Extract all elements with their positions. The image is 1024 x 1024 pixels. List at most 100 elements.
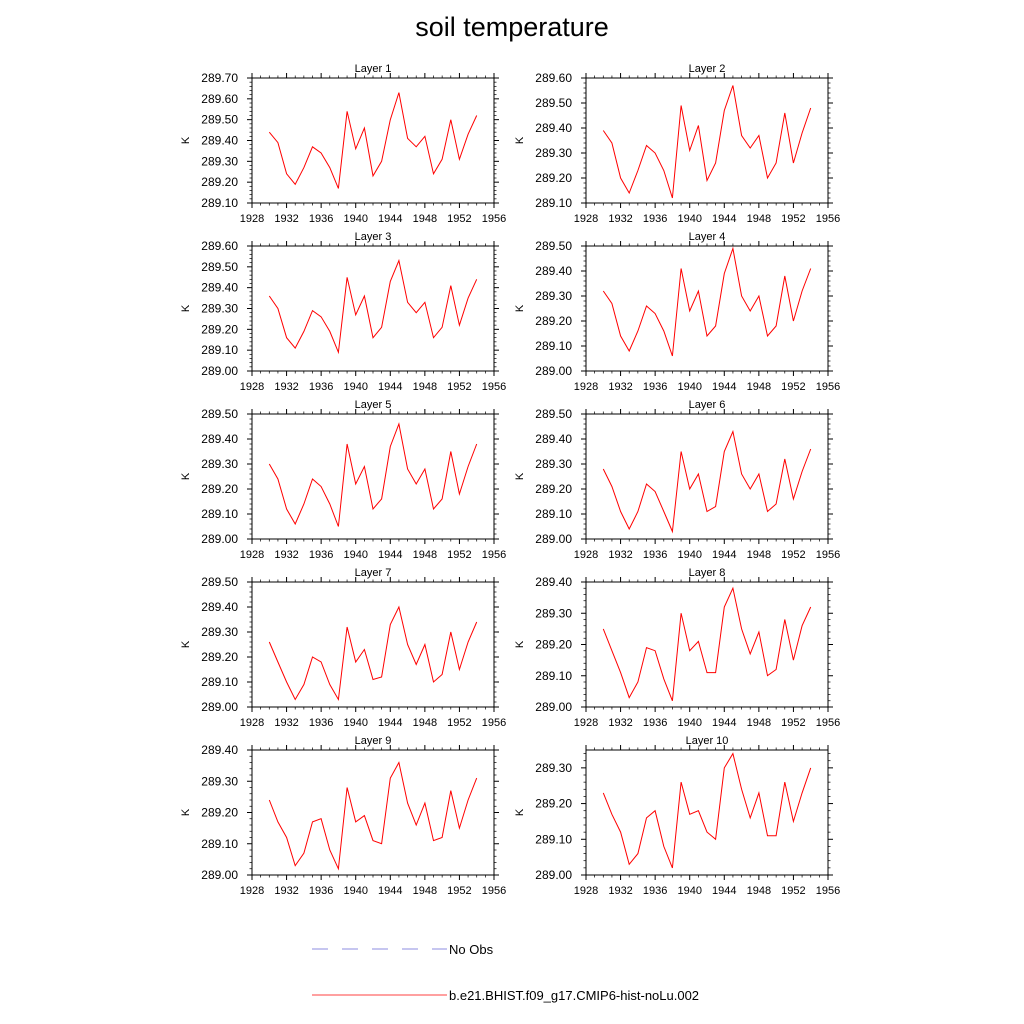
panel-subtitle: Layer 9 xyxy=(355,735,392,747)
plot-frame xyxy=(585,245,829,372)
x-tick-label: 1952 xyxy=(781,381,805,393)
panel-subtitle: Layer 8 xyxy=(689,567,726,579)
series-line xyxy=(268,761,478,871)
y-tick-label: 289.00 xyxy=(535,364,572,378)
x-tick-label: 1940 xyxy=(343,549,367,561)
x-tick-label: 1940 xyxy=(677,885,701,897)
x-tick-label: 1952 xyxy=(781,717,805,729)
x-tick-label: 1948 xyxy=(413,381,437,393)
plot-frame xyxy=(585,77,829,204)
y-axis-label: K xyxy=(514,808,526,816)
series-line xyxy=(602,429,812,534)
y-tick-label: 289.10 xyxy=(201,675,238,689)
x-tick-label: 1940 xyxy=(677,549,701,561)
x-tick-label: 1932 xyxy=(274,717,298,729)
x-tick-label: 1948 xyxy=(747,885,771,897)
x-tick-label: 1948 xyxy=(747,213,771,225)
x-tick-label: 1948 xyxy=(747,717,771,729)
y-tick-label: 289.00 xyxy=(201,700,238,714)
y-tick-label: 289.60 xyxy=(535,71,572,85)
y-tick-label: 289.30 xyxy=(535,146,572,160)
panel-layer-8: Layer 8 1928 1932 1936 1940 1944 1948 1952 1956 2… xyxy=(514,567,840,729)
panel-layer-9: Layer 9 1928 1932 1936 1940 1944 1948 1952 1956 2… xyxy=(180,735,506,897)
y-tick-label: 289.50 xyxy=(201,575,238,589)
x-tick-label: 1936 xyxy=(309,381,333,393)
y-tick-label: 289.30 xyxy=(201,774,238,788)
x-tick-label: 1956 xyxy=(816,549,840,561)
x-tick-label: 1940 xyxy=(677,717,701,729)
x-tick-label: 1948 xyxy=(747,381,771,393)
y-tick-label: 289.30 xyxy=(535,761,572,775)
x-tick-label: 1952 xyxy=(447,381,471,393)
figure-title: soil temperature xyxy=(415,12,609,42)
y-tick-label: 289.10 xyxy=(535,196,572,210)
x-tick-label: 1928 xyxy=(574,381,598,393)
y-tick-label: 289.10 xyxy=(201,837,238,851)
y-tick-label: 289.30 xyxy=(201,457,238,471)
y-axis-label: K xyxy=(180,136,192,144)
x-tick-label: 1936 xyxy=(309,549,333,561)
x-tick-label: 1932 xyxy=(274,885,298,897)
y-axis-label: K xyxy=(180,808,192,816)
x-tick-label: 1940 xyxy=(343,885,367,897)
x-tick-label: 1956 xyxy=(482,717,506,729)
plot-frame xyxy=(251,581,495,708)
y-tick-label: 289.20 xyxy=(201,175,238,189)
plot-frame xyxy=(251,77,495,204)
y-tick-label: 289.00 xyxy=(201,868,238,882)
x-tick-label: 1956 xyxy=(482,213,506,225)
x-tick-label: 1936 xyxy=(643,549,667,561)
x-tick-label: 1952 xyxy=(781,549,805,561)
x-tick-label: 1932 xyxy=(608,885,632,897)
x-tick-label: 1948 xyxy=(413,213,437,225)
y-tick-label: 289.40 xyxy=(201,281,238,295)
x-tick-label: 1932 xyxy=(608,549,632,561)
y-tick-label: 289.00 xyxy=(535,532,572,546)
x-tick-label: 1928 xyxy=(240,885,264,897)
y-tick-label: 289.10 xyxy=(535,832,572,846)
y-tick-label: 289.70 xyxy=(201,71,238,85)
x-tick-label: 1948 xyxy=(413,885,437,897)
panel-layer-7: Layer 7 1928 1932 1936 1940 1944 1948 1952 1956 2… xyxy=(180,567,506,729)
y-tick-label: 289.50 xyxy=(535,96,572,110)
y-tick-label: 289.10 xyxy=(201,343,238,357)
series-line xyxy=(268,258,478,355)
y-tick-label: 289.20 xyxy=(535,314,572,328)
x-tick-label: 1932 xyxy=(274,381,298,393)
x-tick-label: 1940 xyxy=(677,213,701,225)
x-tick-label: 1936 xyxy=(643,717,667,729)
panel-layer-3: Layer 3 1928 1932 1936 1940 1944 1948 1952 1956 2… xyxy=(180,231,506,393)
x-tick-label: 1928 xyxy=(240,549,264,561)
series-line xyxy=(602,752,812,869)
x-tick-label: 1940 xyxy=(677,381,701,393)
x-tick-label: 1928 xyxy=(574,717,598,729)
y-tick-label: 289.10 xyxy=(535,339,572,353)
panel-layer-5: Layer 5 1928 1932 1936 1940 1944 1948 1952 1956 2… xyxy=(180,399,506,561)
x-tick-label: 1948 xyxy=(413,717,437,729)
panel-subtitle: Layer 1 xyxy=(355,63,392,75)
y-tick-label: 289.10 xyxy=(201,196,238,210)
x-tick-label: 1928 xyxy=(240,213,264,225)
y-tick-label: 289.10 xyxy=(535,507,572,521)
y-tick-label: 289.00 xyxy=(201,532,238,546)
y-tick-label: 289.20 xyxy=(201,322,238,336)
panel-subtitle: Layer 3 xyxy=(355,231,392,243)
panel-subtitle: Layer 7 xyxy=(355,567,392,579)
x-tick-label: 1940 xyxy=(343,213,367,225)
y-tick-label: 289.30 xyxy=(535,606,572,620)
y-tick-label: 289.20 xyxy=(535,482,572,496)
x-tick-label: 1944 xyxy=(712,549,736,561)
plot-frame xyxy=(585,581,829,708)
x-tick-label: 1944 xyxy=(378,213,402,225)
y-tick-label: 289.40 xyxy=(535,432,572,446)
y-axis-label: K xyxy=(180,304,192,312)
x-tick-label: 1932 xyxy=(608,213,632,225)
y-tick-label: 289.40 xyxy=(201,134,238,148)
x-tick-label: 1956 xyxy=(816,213,840,225)
series-line xyxy=(602,586,812,701)
x-tick-label: 1928 xyxy=(574,213,598,225)
x-tick-label: 1932 xyxy=(274,213,298,225)
panel-layer-4: Layer 4 1928 1932 1936 1940 1944 1948 1952 1956 2… xyxy=(514,231,840,393)
y-tick-label: 289.30 xyxy=(201,302,238,316)
